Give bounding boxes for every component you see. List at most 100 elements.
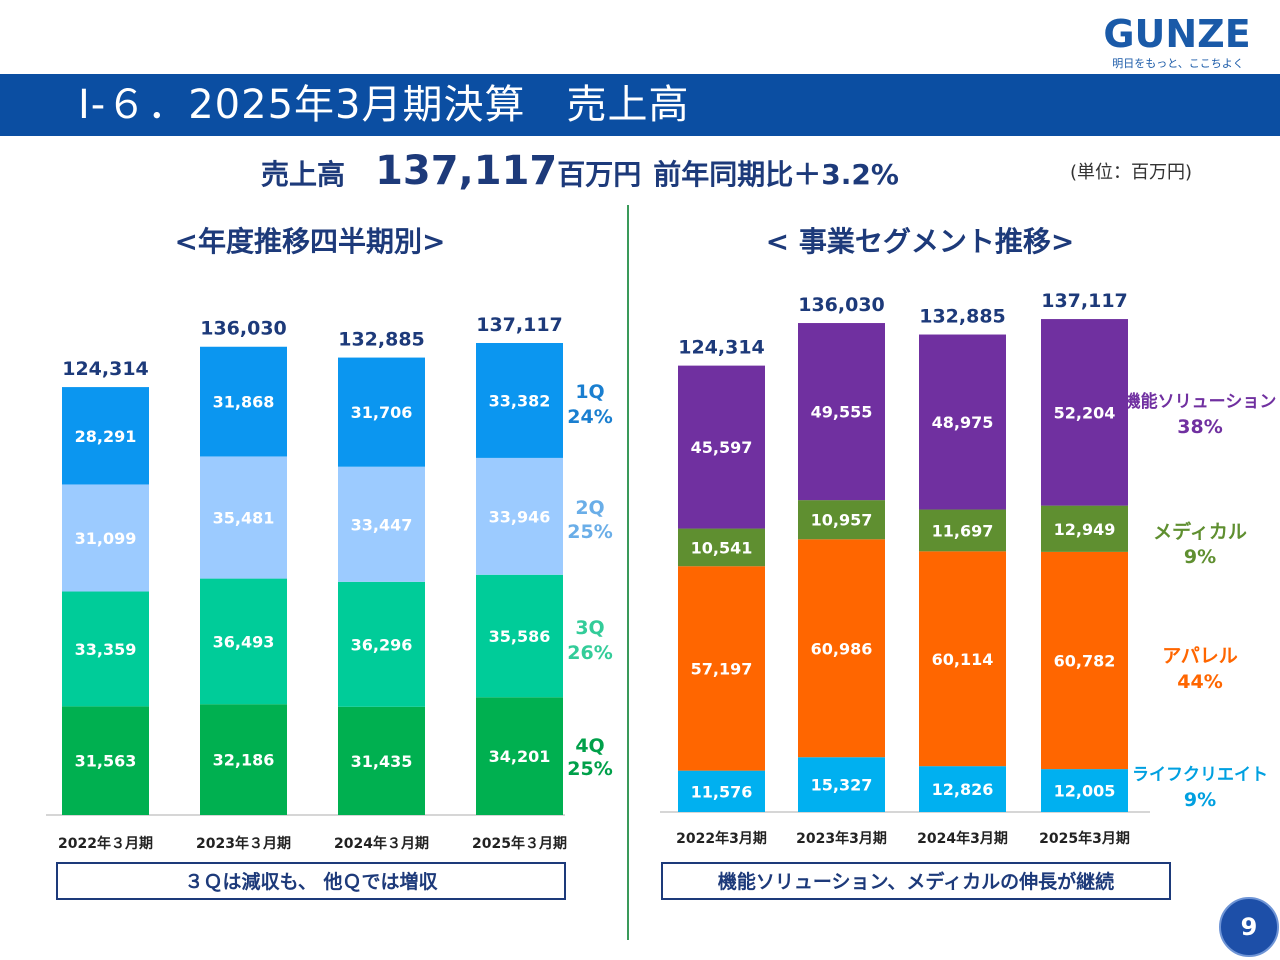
headline-unit: 百万円: [557, 158, 642, 191]
bar-segment: [1041, 551, 1128, 770]
data-label: 31,563: [75, 752, 137, 771]
right-summary-note: 機能ソリューション、メディカルの伸長が継続: [661, 862, 1171, 900]
data-label: 12,949: [1054, 520, 1116, 539]
data-label: 35,481: [213, 509, 275, 528]
bar-segment: [1041, 319, 1128, 506]
data-label: 12,826: [932, 780, 994, 799]
bar-segment: [338, 357, 425, 467]
headline: 売上高 137,117百万円 前年同期比＋3.2%: [0, 148, 1160, 194]
bar-segment: [919, 334, 1006, 510]
right-chart-title: < 事業セグメント推移>: [765, 225, 1075, 258]
bar-segment: [338, 581, 425, 707]
x-tick-label: 2023年３月期: [196, 835, 291, 852]
section-divider: [627, 205, 629, 940]
bar-segment: [1041, 769, 1128, 812]
legend-name: ライフクリエイト: [1132, 765, 1268, 785]
data-label: 32,186: [213, 751, 275, 770]
bar-segment: [62, 706, 149, 815]
data-label: 33,946: [489, 507, 551, 526]
data-label: 28,291: [75, 427, 137, 446]
headline-value: 137,117: [375, 148, 558, 194]
bar-segment: [678, 770, 765, 812]
bar-segment: [200, 578, 287, 705]
bar-segment: [476, 457, 563, 575]
legend-name: 3Q: [575, 617, 604, 639]
data-label: 48,975: [932, 413, 994, 432]
data-label: 57,197: [691, 659, 753, 678]
data-label: 33,447: [351, 515, 413, 534]
bar-segment: [62, 484, 149, 592]
data-label: 31,868: [213, 393, 275, 412]
unit-note: (単位：百万円): [1070, 162, 1193, 183]
bar-segment: [476, 574, 563, 698]
bar-segment: [678, 566, 765, 771]
logo-tagline: 明日をもっと、ここちよく: [1112, 57, 1244, 70]
x-tick-label: 2025年３月期: [472, 835, 567, 852]
x-tick-label: 2025年3月期: [1039, 830, 1130, 847]
data-label: 34,201: [489, 747, 551, 766]
data-label: 33,359: [75, 640, 137, 659]
data-label: 49,555: [811, 403, 873, 422]
bar-segment: [62, 387, 149, 485]
legend-name: 機能ソリューション: [1124, 391, 1277, 412]
bar-total-label: 132,885: [919, 306, 1006, 328]
legend-name: アパレル: [1162, 645, 1238, 667]
bar-segment: [476, 697, 563, 815]
data-label: 36,296: [351, 635, 413, 654]
data-label: 33,382: [489, 391, 551, 410]
data-label: 36,493: [213, 632, 275, 651]
bar-segment: [338, 466, 425, 582]
slide-title: Ⅰ-６．2025年3月期決算 売上高: [78, 82, 690, 128]
page-number-badge: 9: [1219, 897, 1279, 957]
bar-segment: [200, 346, 287, 457]
legend-share: 9%: [1184, 546, 1216, 568]
x-tick-label: 2022年３月期: [58, 835, 153, 852]
legend-share: 25%: [567, 521, 612, 543]
bar-segment: [798, 500, 885, 540]
x-tick-label: 2024年3月期: [917, 830, 1008, 847]
data-label: 10,541: [691, 538, 753, 557]
title-band: [0, 74, 1280, 136]
bar-segment: [798, 323, 885, 501]
data-label: 31,706: [351, 403, 413, 422]
legend-name: 1Q: [575, 381, 604, 403]
legend-name: 4Q: [575, 735, 604, 757]
bar-segment: [678, 365, 765, 529]
data-label: 31,099: [75, 529, 137, 548]
bar-total-label: 136,030: [200, 318, 287, 340]
bar-segment: [678, 528, 765, 567]
x-tick-label: 2022年3月期: [676, 830, 767, 847]
x-tick-label: 2024年３月期: [334, 835, 429, 852]
legend-share: 9%: [1184, 789, 1216, 811]
bar-segment: [338, 706, 425, 815]
left-summary-note: ３Ｑは減収も、 他Ｑでは増収: [56, 862, 566, 900]
bar-segment: [798, 757, 885, 812]
data-label: 11,576: [691, 782, 753, 801]
data-label: 60,782: [1054, 651, 1116, 670]
data-label: 35,586: [489, 627, 551, 646]
data-label: 11,697: [932, 521, 994, 540]
data-label: 15,327: [811, 776, 873, 795]
gunze-logo: GUNZE: [1103, 12, 1251, 56]
bar-segment: [919, 551, 1006, 767]
bar-segment: [919, 766, 1006, 812]
data-label: 12,005: [1054, 782, 1116, 801]
x-tick-label: 2023年3月期: [796, 830, 887, 847]
bar-total-label: 132,885: [338, 329, 425, 351]
bar-total-label: 137,117: [1041, 290, 1128, 312]
bar-segment: [200, 704, 287, 815]
data-label: 52,204: [1054, 403, 1116, 422]
legend-share: 24%: [567, 406, 612, 428]
legend-name: メディカル: [1153, 520, 1247, 543]
data-label: 45,597: [691, 438, 753, 457]
bar-segment: [919, 509, 1006, 552]
bar-total-label: 124,314: [62, 358, 149, 380]
legend-share: 26%: [567, 642, 612, 664]
data-label: 60,986: [811, 639, 873, 658]
bar-total-label: 124,314: [678, 337, 765, 359]
data-label: 31,435: [351, 752, 413, 771]
bar-total-label: 136,030: [798, 294, 885, 316]
bar-segment: [1041, 505, 1128, 552]
data-label: 10,957: [811, 511, 873, 530]
